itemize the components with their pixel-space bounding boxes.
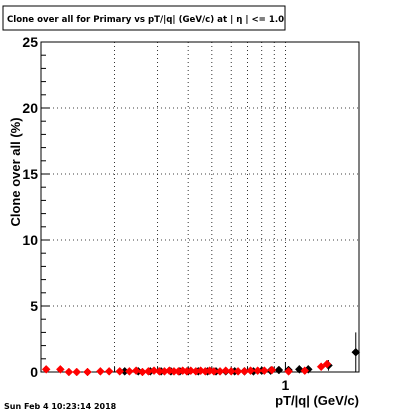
- x-tick-label: 1: [282, 377, 290, 393]
- y-tick-label: 10: [22, 232, 38, 248]
- data-point-diamond: [284, 366, 293, 376]
- title-frame: [2, 5, 286, 31]
- data-point-diamond: [351, 347, 361, 357]
- data-point-diamond: [221, 366, 231, 376]
- y-tick-label: 15: [22, 166, 38, 182]
- data-point-diamond: [125, 366, 134, 376]
- title-box: Clone over all for Primary vs pT/|q| (Ge…: [2, 5, 286, 31]
- data-point-diamond: [260, 366, 269, 376]
- data-point-diamond: [149, 366, 159, 376]
- y-tick-label: 25: [22, 34, 38, 50]
- grid-lines: [41, 42, 359, 372]
- data-point-diamond: [253, 366, 263, 376]
- data-point-diamond: [131, 366, 141, 376]
- data-point-diamond: [115, 366, 125, 376]
- y-tick-label: 5: [30, 298, 38, 314]
- data-point-diamond: [104, 366, 114, 376]
- data-point-diamond: [64, 367, 74, 377]
- chart-title: Clone over all for Primary vs pT/|q| (Ge…: [7, 15, 284, 25]
- y-tick-label: 0: [30, 364, 38, 380]
- data-point-diamond: [300, 366, 310, 376]
- axes: 0 5 10 15 20 25 1: [22, 34, 360, 393]
- data-point-diamond: [246, 366, 255, 376]
- data-point-diamond: [209, 366, 219, 376]
- data-point-diamond: [274, 365, 284, 375]
- plot-frame: [40, 41, 360, 373]
- data-point-diamond: [322, 359, 332, 369]
- x-axis-title: pT/|q| (GeV/c): [275, 393, 359, 408]
- data-markers: [41, 332, 361, 377]
- data-point-diamond: [83, 367, 92, 377]
- data-point-diamond: [316, 362, 326, 372]
- data-point-diamond: [41, 365, 51, 374]
- data-point-diamond: [233, 366, 243, 376]
- data-point-diamond: [96, 366, 105, 376]
- y-axis-title: Clone over all (%): [8, 117, 23, 226]
- data-point-diamond: [72, 367, 82, 377]
- data-point-diamond: [186, 366, 196, 376]
- y-tick-label: 20: [22, 100, 38, 116]
- timestamp-footer: Sun Feb 4 10:23:14 2018: [4, 402, 117, 411]
- data-point-diamond: [226, 366, 236, 376]
- data-point-diamond: [56, 365, 65, 374]
- data-point-diamond: [267, 365, 277, 375]
